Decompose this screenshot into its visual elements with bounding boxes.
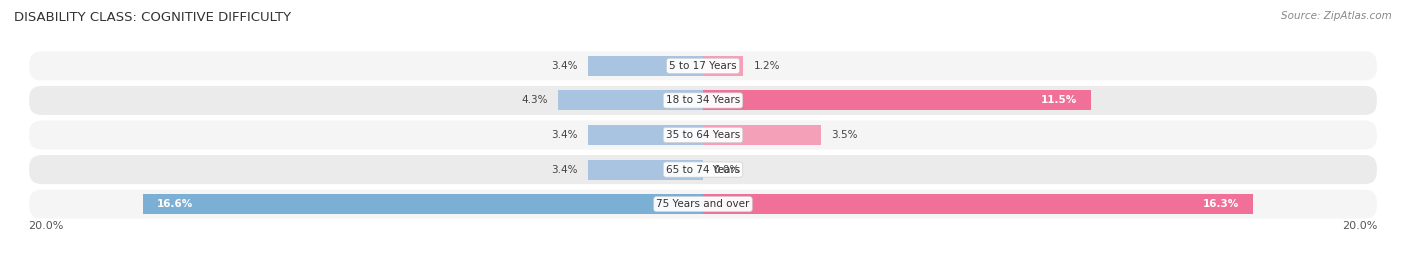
Text: 16.3%: 16.3% xyxy=(1204,199,1240,209)
Text: 16.6%: 16.6% xyxy=(156,199,193,209)
FancyBboxPatch shape xyxy=(28,119,1378,151)
Text: 0.0%: 0.0% xyxy=(713,164,740,175)
Text: Source: ZipAtlas.com: Source: ZipAtlas.com xyxy=(1281,11,1392,21)
Text: 1.2%: 1.2% xyxy=(754,61,780,71)
Text: 3.4%: 3.4% xyxy=(551,164,578,175)
Bar xyxy=(703,56,744,76)
Text: 3.4%: 3.4% xyxy=(551,130,578,140)
Text: 5 to 17 Years: 5 to 17 Years xyxy=(669,61,737,71)
Text: 20.0%: 20.0% xyxy=(28,221,63,231)
Text: 35 to 64 Years: 35 to 64 Years xyxy=(666,130,740,140)
Text: 3.5%: 3.5% xyxy=(831,130,858,140)
Text: 11.5%: 11.5% xyxy=(1042,95,1077,106)
Text: DISABILITY CLASS: COGNITIVE DIFFICULTY: DISABILITY CLASS: COGNITIVE DIFFICULTY xyxy=(14,11,291,24)
Bar xyxy=(588,56,703,76)
FancyBboxPatch shape xyxy=(28,50,1378,82)
Text: 4.3%: 4.3% xyxy=(522,95,548,106)
Bar xyxy=(588,125,703,145)
Bar xyxy=(703,194,1253,214)
FancyBboxPatch shape xyxy=(28,154,1378,185)
Bar xyxy=(143,194,703,214)
Text: 20.0%: 20.0% xyxy=(1343,221,1378,231)
FancyBboxPatch shape xyxy=(28,188,1378,220)
Text: 18 to 34 Years: 18 to 34 Years xyxy=(666,95,740,106)
Bar xyxy=(588,160,703,180)
FancyBboxPatch shape xyxy=(28,85,1378,116)
Bar xyxy=(703,125,821,145)
Bar xyxy=(558,90,703,110)
Text: 3.4%: 3.4% xyxy=(551,61,578,71)
Text: 65 to 74 Years: 65 to 74 Years xyxy=(666,164,740,175)
Bar xyxy=(703,90,1091,110)
Text: 75 Years and over: 75 Years and over xyxy=(657,199,749,209)
